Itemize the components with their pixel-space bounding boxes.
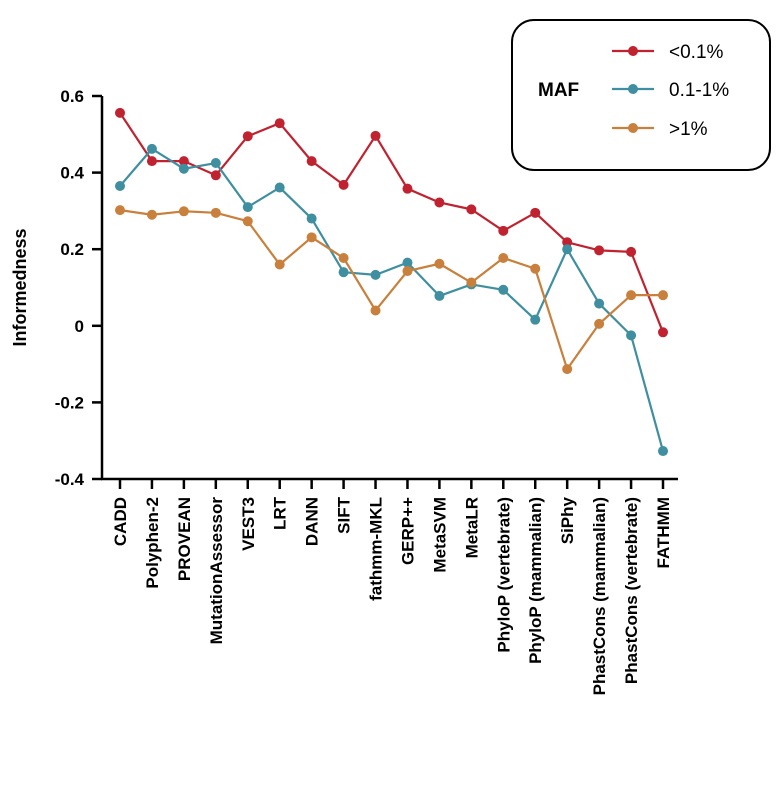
data-point [594, 298, 605, 309]
legend-swatch-marker [628, 123, 638, 133]
legend-swatch-marker [628, 46, 638, 56]
data-point [402, 266, 413, 277]
data-point [402, 257, 413, 268]
data-point [658, 327, 668, 338]
data-point [146, 156, 157, 167]
data-point [434, 258, 445, 269]
data-point [370, 130, 381, 141]
x-tick-label: LRT [271, 496, 290, 530]
y-axis-title: Informedness [10, 228, 30, 346]
data-point [402, 183, 413, 194]
data-point [210, 158, 221, 169]
data-point [626, 330, 637, 341]
x-tick-label: MetaLR [462, 497, 481, 558]
x-tick-label: PhastCons (vertebrate) [622, 497, 641, 684]
x-tick-label: PhyloP (vertebrate) [494, 497, 513, 653]
y-tick-label: -0.2 [55, 393, 84, 412]
series-2 [115, 143, 668, 457]
series-line [119, 209, 663, 371]
x-tick-label: SIFT [335, 496, 354, 533]
data-point [242, 216, 253, 227]
legend: MAF <0.1% 0.1-1% >1% [511, 19, 771, 171]
data-point [594, 318, 605, 329]
legend-box [511, 19, 771, 171]
data-point [594, 245, 605, 256]
x-tick-label: MetaSVM [430, 497, 449, 573]
data-point [658, 290, 668, 301]
legend-label: >1% [669, 119, 708, 140]
data-point [115, 205, 125, 216]
data-point [306, 156, 317, 167]
y-tick-label: 0 [75, 317, 84, 336]
data-point [178, 163, 189, 174]
y-tick-label: 0.4 [60, 164, 84, 183]
x-tick-label: PhyloP (mammalian) [526, 497, 545, 664]
x-tick-label: SiPhy [558, 496, 577, 544]
legend-label: 0.1-1% [669, 80, 729, 101]
data-point [242, 202, 253, 213]
data-point [338, 179, 349, 190]
data-point [562, 364, 573, 375]
data-point [498, 284, 509, 295]
data-point [434, 197, 445, 208]
series-line [119, 147, 665, 452]
legend-label: <0.1% [669, 42, 724, 63]
data-point [306, 213, 317, 224]
x-tick-label: fathmm-MKL [367, 497, 386, 601]
data-point [306, 232, 317, 243]
x-tick-label: PhastCons (mammalian) [590, 497, 609, 695]
series-line [119, 112, 665, 333]
data-point [338, 253, 349, 264]
data-point [210, 170, 221, 181]
data-point [146, 143, 157, 154]
legend-title: MAF [538, 80, 579, 101]
x-ticks: CADD Polyphen-2 PROVEAN MutationAssessor VES… [111, 479, 673, 695]
x-tick-label: GERP++ [398, 497, 417, 565]
data-point [370, 269, 381, 280]
series-1 [115, 107, 668, 338]
data-point [498, 253, 509, 264]
y-tick-label: 0.6 [60, 87, 84, 106]
x-tick-label: PROVEAN [175, 497, 194, 581]
x-tick-label: MutationAssessor [207, 497, 226, 645]
data-point [115, 107, 125, 118]
data-point [115, 181, 125, 192]
data-point [626, 290, 637, 301]
data-point [210, 207, 221, 218]
x-tick-label: FATHMM [654, 497, 673, 568]
y-ticks: -0.4 -0.2 0 0.2 0.4 0.6 [55, 87, 102, 489]
data-point [626, 246, 637, 257]
data-point [562, 244, 573, 255]
data-point [498, 225, 509, 236]
data-point [562, 237, 573, 248]
data-point [274, 259, 285, 270]
data-point [530, 263, 541, 274]
y-tick-label: -0.4 [55, 470, 85, 489]
x-tick-label: DANN [303, 497, 322, 546]
data-point [658, 446, 668, 457]
data-point [178, 156, 189, 167]
x-tick-label: CADD [111, 497, 130, 546]
y-tick-label: 0.2 [60, 240, 84, 259]
data-point [242, 131, 253, 142]
data-point [530, 314, 541, 325]
x-tick-label: VEST3 [239, 497, 258, 551]
series-layer [115, 107, 668, 457]
legend-swatch-marker [628, 84, 638, 94]
data-point [178, 206, 189, 217]
data-point [146, 209, 157, 220]
data-point [434, 290, 445, 301]
data-point [370, 305, 381, 316]
data-point [466, 277, 477, 288]
data-point [274, 118, 285, 129]
x-tick-label: Polyphen-2 [143, 497, 162, 589]
data-point [274, 182, 285, 193]
data-point [338, 267, 349, 278]
series-3 [115, 205, 668, 375]
axes [100, 96, 678, 481]
data-point [466, 204, 477, 215]
data-point [530, 207, 541, 218]
